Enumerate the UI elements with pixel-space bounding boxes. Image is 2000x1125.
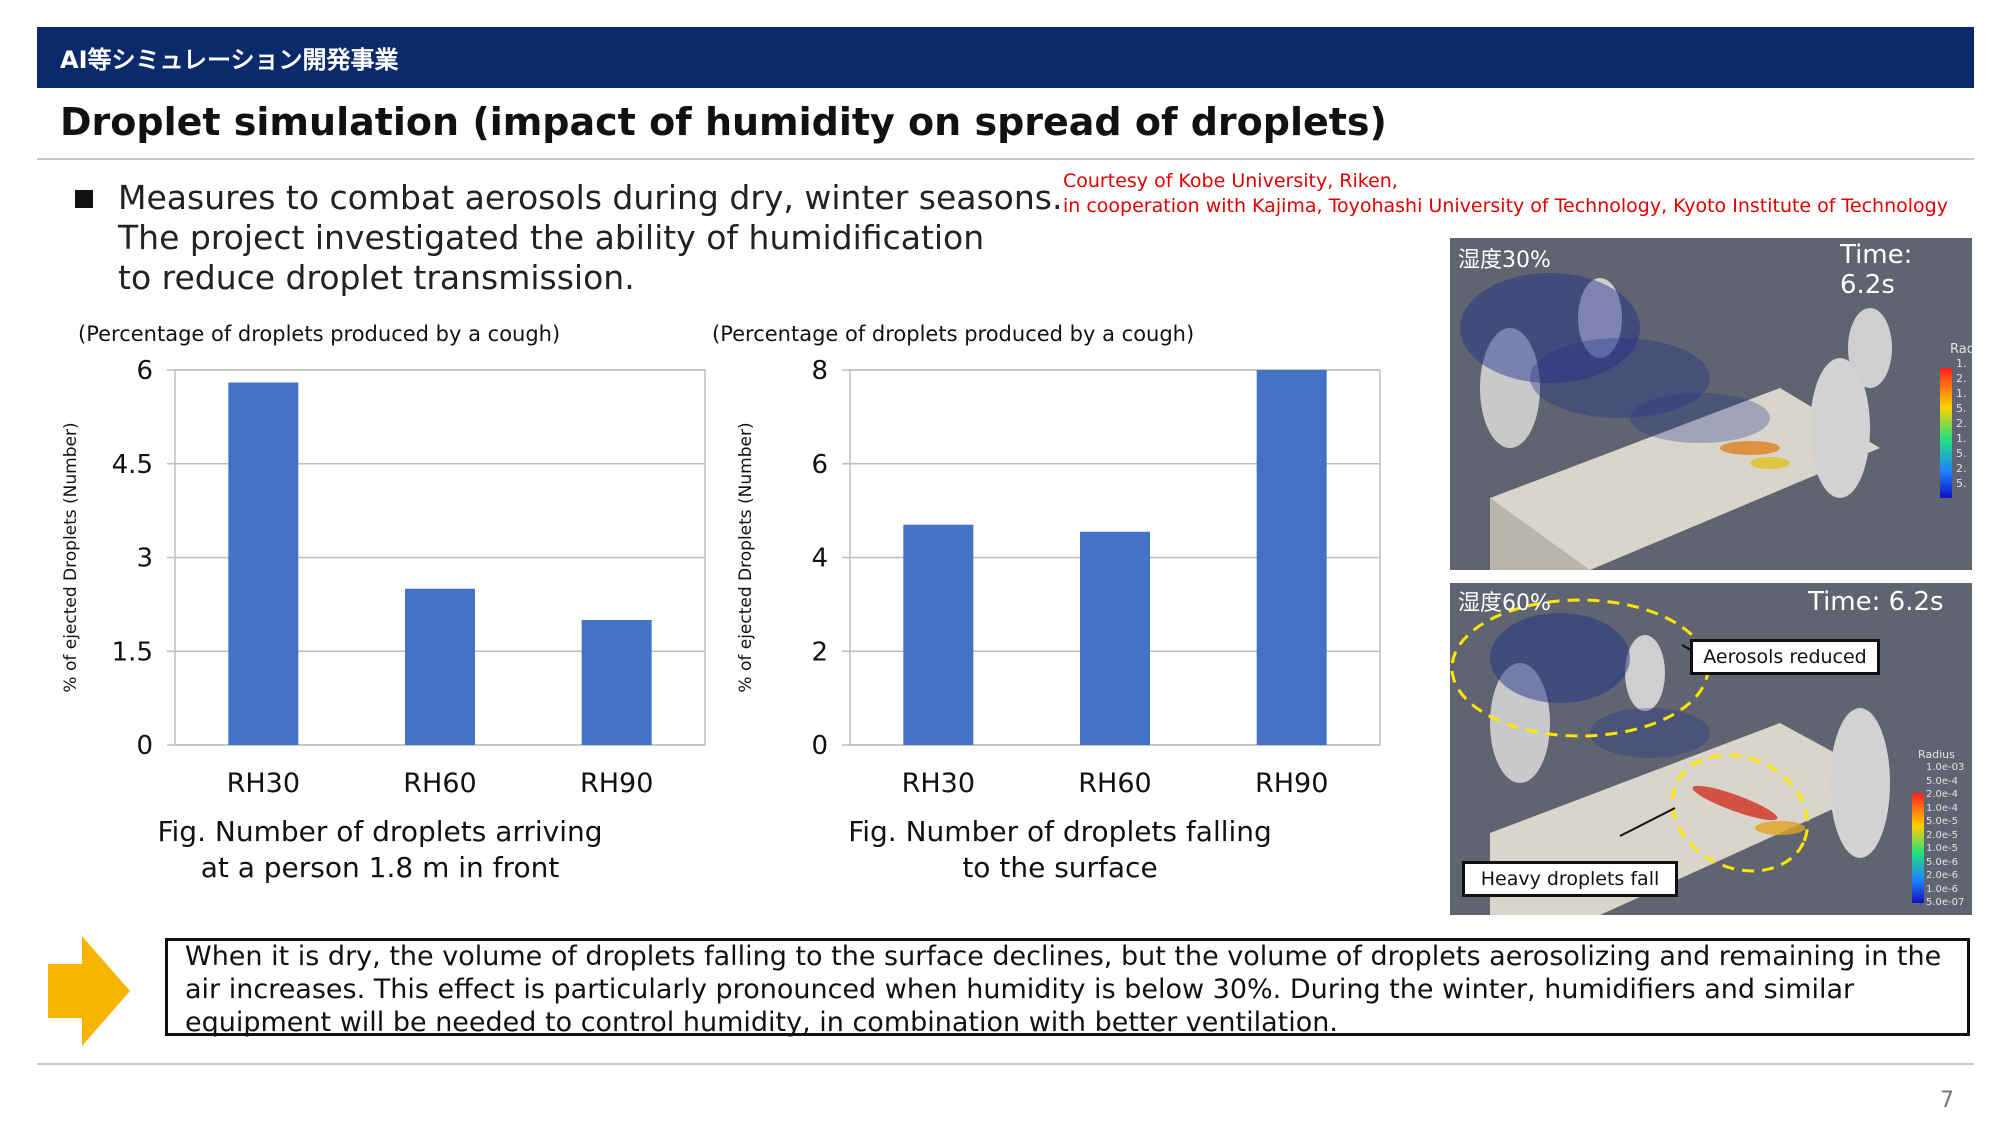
y-tick-label: 4: [811, 544, 828, 574]
legend-value: 2.: [1956, 462, 1967, 475]
color-legend-bar: [1940, 368, 1952, 498]
slide-title: Droplet simulation (impact of humidity o…: [60, 100, 1387, 144]
simulation-scene-rh30: [1460, 273, 1952, 570]
legend-value: 5.: [1956, 402, 1967, 415]
credit-line-1: Courtesy of Kobe University, Riken,: [1063, 170, 1398, 192]
legend-value: 1.0e-5: [1926, 843, 1959, 854]
legend-values-1: 1. 2. 1. 5. 2. 1. 5. 2. 5.: [1956, 356, 1967, 491]
y-tick-label: 8: [811, 356, 828, 386]
bar: [1080, 531, 1150, 745]
y-tick-label: 0: [136, 731, 153, 761]
y-tick-label: 4.5: [112, 450, 153, 480]
credit-line-2: in cooperation with Kajima, Toyohashi Un…: [1063, 195, 1948, 217]
droplet-cloud-rh30: [1460, 273, 1770, 443]
x-tick-label: RH60: [1078, 768, 1151, 799]
bullet-line-3: to reduce droplet transmission.: [118, 258, 635, 297]
y-tick-label: 6: [811, 450, 828, 480]
legend-value: 2.0e-4: [1926, 789, 1959, 800]
chart1-subtitle: (Percentage of droplets produced by a co…: [78, 322, 561, 346]
x-tick-label: RH90: [1255, 768, 1328, 799]
arrow-right-icon: [48, 936, 130, 1046]
y-axis-label: % of ejected Droplets (Number): [736, 422, 756, 692]
bar: [903, 524, 974, 745]
simulation-scene-rh60: [1450, 598, 1924, 915]
bullet-line-2: The project investigated the ability of …: [118, 218, 985, 257]
chart-droplets-arriving: 0 1.5 3 4.5 6 RH30 RH60 RH90 % of ejected Drople…: [61, 356, 706, 799]
legend-value: 1.: [1956, 432, 1967, 445]
bullet-line-1: Measures to combat aerosols during dry, …: [118, 178, 1063, 217]
y-tick-label: 0: [811, 731, 828, 761]
x-tick-label: RH30: [902, 768, 975, 799]
chart1-caption: Fig. Number of droplets arriving at a pe…: [100, 814, 660, 886]
x-tick-label: RH90: [580, 768, 653, 799]
bar: [581, 620, 652, 745]
legend-value: 2.0e-6: [1926, 870, 1959, 881]
table-shape: [1490, 388, 1880, 570]
legend-value: 5.: [1956, 447, 1967, 460]
section-label: AI等シミュレーション開発事業: [60, 46, 399, 74]
chart1-caption-line1: Fig. Number of droplets arriving: [157, 815, 603, 848]
title-divider: [37, 158, 1974, 160]
time-label-1: Time: 6.2s: [1840, 240, 1913, 300]
droplet-cloud-rh60: [1490, 613, 1710, 758]
legend-value: 2.: [1956, 372, 1967, 385]
legend-value: 5.0e-4: [1926, 775, 1959, 787]
humidity-label-30: 湿度30%: [1458, 248, 1551, 273]
simulation-image-rh30: 湿度30% Time: 6.2s Rad 1. 2. 1. 5. 2. 1. 5. 2. 5.: [1450, 238, 1972, 570]
conclusion-box: [165, 938, 1970, 1036]
legend-value: 1.0e-4: [1926, 802, 1959, 814]
legend-value: 2.: [1956, 417, 1967, 430]
bar: [228, 382, 299, 745]
bullet-square-icon: [75, 190, 93, 208]
chart2-caption-line2: to the surface: [962, 851, 1158, 884]
legend-title-1: Rad: [1950, 342, 1972, 357]
color-legend-bar-2: [1912, 793, 1924, 903]
callout-heavy-droplets: Heavy droplets fall: [1462, 861, 1678, 897]
time-label-2: Time: 6.2s: [1808, 587, 1944, 617]
person-left-shape: [1480, 328, 1540, 448]
y-tick-label: 1.5: [112, 637, 153, 667]
legend-values-2: 1.0e-03 5.0e-4 2.0e-4 1.0e-4 5.0e-5 2.0e-5 1.0…: [1926, 761, 1964, 910]
legend-value: 5.0e-5: [1926, 816, 1959, 827]
legend-title-2: Radius: [1918, 748, 1955, 761]
footer-divider: [37, 1063, 1974, 1065]
chart1-caption-line2: at a person 1.8 m in front: [200, 851, 560, 884]
legend-value: 5.0e-07: [1926, 897, 1965, 908]
bar: [405, 588, 475, 745]
person-right-shape: [1848, 308, 1892, 388]
legend-value: 5.: [1956, 477, 1967, 490]
legend-value: 1.0e-03: [1926, 762, 1965, 773]
legend-value: 1.: [1956, 387, 1967, 400]
chart2-subtitle: (Percentage of droplets produced by a co…: [712, 322, 1195, 346]
chart-droplets-falling: 0 2 4 6 8 RH30 RH60 RH90 % of ejected Droplets (…: [736, 356, 1381, 799]
y-tick-label: 6: [136, 356, 153, 386]
legend-value: 2.0e-5: [1926, 829, 1959, 841]
x-tick-label: RH30: [227, 768, 300, 799]
y-axis-label: % of ejected Droplets (Number): [61, 422, 81, 692]
x-tick-label: RH60: [403, 768, 476, 799]
humidity-label-60: 湿度60%: [1458, 591, 1551, 616]
y-tick-label: 2: [811, 637, 828, 667]
simulation-image-rh60: 湿度60% Time: 6.2s Aerosols reduced Heavy …: [1450, 583, 1972, 915]
chart2-caption: Fig. Number of droplets falling to the s…: [780, 814, 1340, 886]
legend-value: 1.: [1956, 357, 1967, 370]
bar: [1256, 370, 1327, 745]
legend-value: 1.0e-6: [1926, 883, 1959, 895]
chart2-caption-line1: Fig. Number of droplets falling: [848, 815, 1272, 848]
page-number: 7: [1940, 1088, 1954, 1113]
y-tick-label: 3: [136, 544, 153, 574]
header-bar: [37, 27, 1974, 88]
callout-aerosols-reduced: Aerosols reduced: [1690, 639, 1880, 675]
legend-value: 5.0e-6: [1926, 856, 1959, 868]
callout-pointer-2: [1619, 807, 1676, 837]
conclusion-text: When it is dry, the volume of droplets f…: [185, 941, 1942, 1038]
